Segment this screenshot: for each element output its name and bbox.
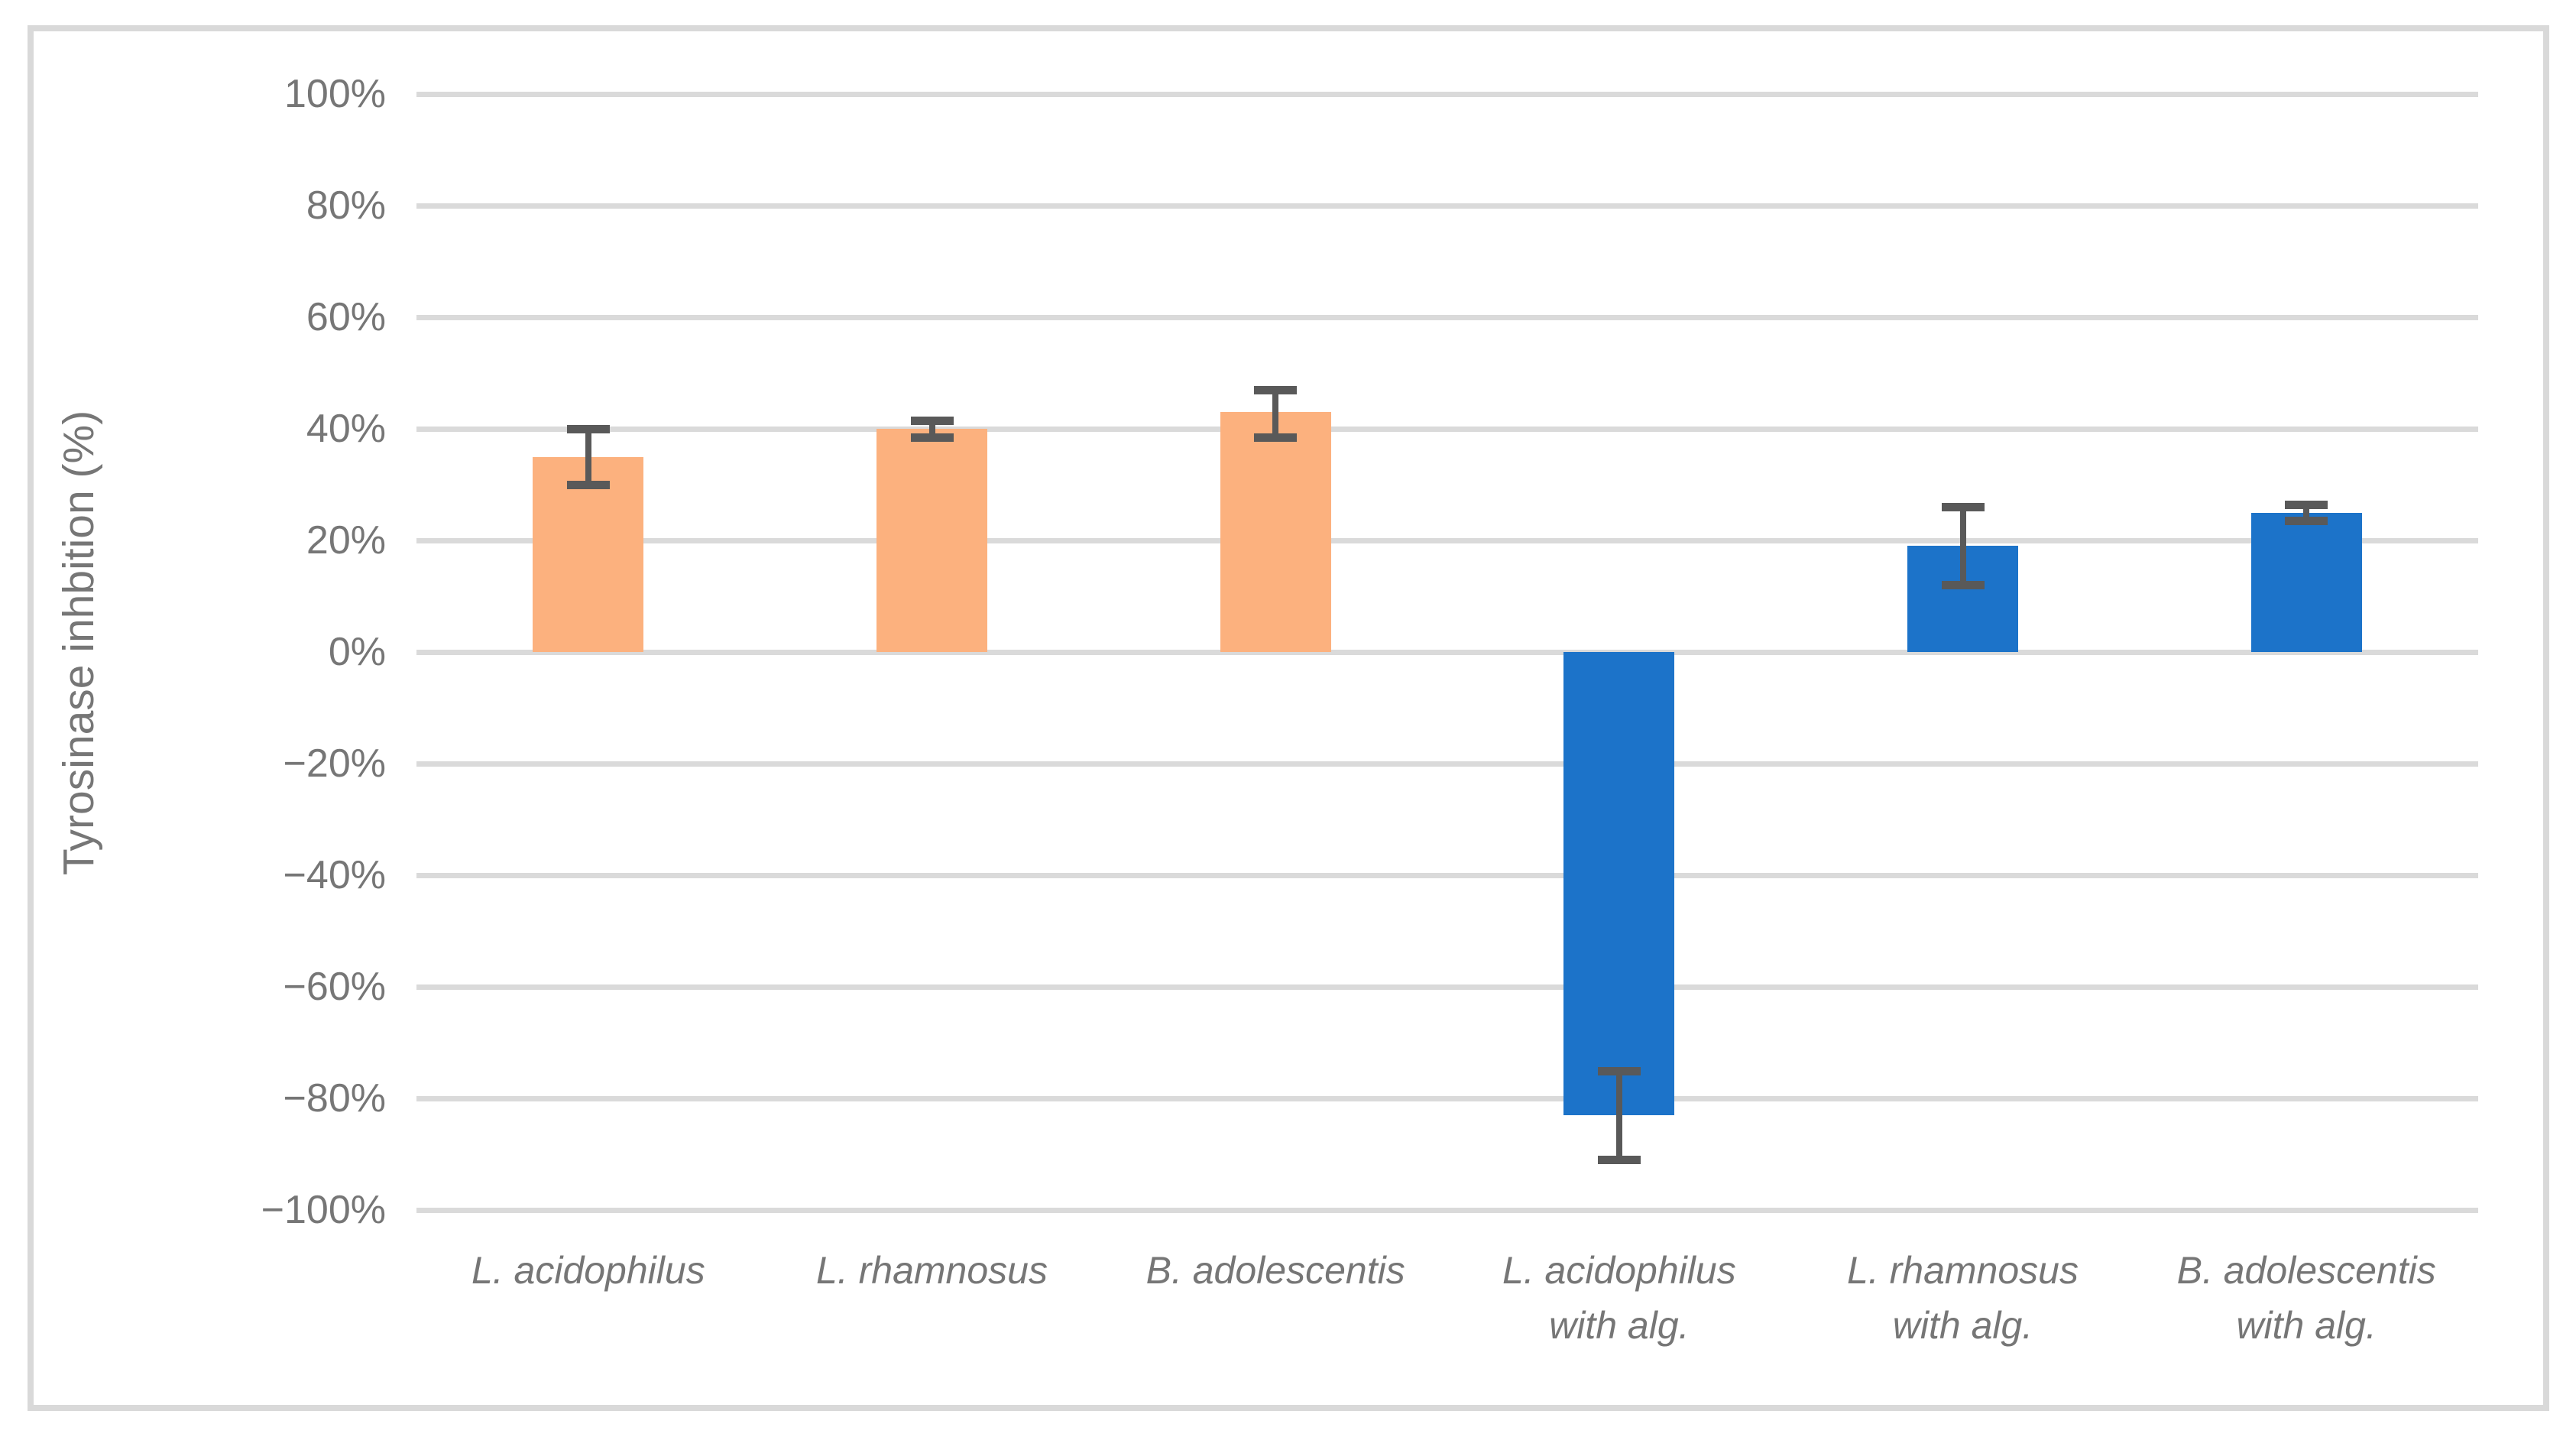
gridline [416, 1096, 2478, 1101]
error-bar-cap [2285, 517, 2328, 526]
error-bar-cap [1254, 385, 1298, 394]
gridline [416, 873, 2478, 878]
bar-l-acidophilus-with-alg [1563, 652, 1675, 1115]
error-bar-cap [1597, 1156, 1641, 1165]
error-bar-cap [1597, 1066, 1641, 1075]
chart-frame: Tyrosinase inhbition (%) 100% 80% 60% 40% 20… [28, 25, 2549, 1411]
gridline [416, 203, 2478, 209]
bar-l-acidophilus [533, 456, 644, 652]
y-tick-label: 0% [328, 630, 386, 674]
error-bar-cap [1941, 581, 1985, 590]
error-bar-cap [910, 433, 954, 442]
gridline [416, 427, 2478, 432]
x-category-label: B. adolescentis with alg. [2176, 1249, 2436, 1347]
error-bar-cap [566, 425, 610, 433]
y-tick-label: 100% [284, 72, 386, 116]
error-bar-cap [1941, 503, 1985, 512]
y-tick-label: 80% [306, 183, 386, 228]
error-bar-cap [1254, 433, 1298, 442]
error-bar [1272, 389, 1279, 437]
error-bar [1959, 507, 1966, 586]
gridline [416, 538, 2478, 543]
gridline [416, 984, 2478, 990]
gridline [416, 650, 2478, 655]
error-bar [2303, 504, 2310, 521]
x-category-label: L. rhamnosus [816, 1249, 1048, 1292]
y-tick-label: −100% [261, 1188, 386, 1232]
gridline [416, 315, 2478, 320]
error-bar [585, 429, 591, 485]
error-bar [928, 420, 935, 437]
y-tick-label: −80% [283, 1076, 386, 1121]
plot-area: Tyrosinase inhbition (%) 100% 80% 60% 40% 20… [34, 31, 2543, 1405]
gridline [416, 761, 2478, 767]
error-bar-cap [910, 417, 954, 426]
y-tick-label: −20% [283, 741, 386, 786]
gridline [416, 1208, 2478, 1213]
bar-b-adolescentis-with-alg [2250, 512, 2362, 652]
error-bar-cap [2285, 500, 2328, 509]
error-bar [1615, 1070, 1622, 1160]
x-category-label: L. acidophilus [471, 1249, 705, 1292]
y-tick-label: 40% [306, 407, 386, 451]
bar-l-rhamnosus [876, 429, 987, 652]
x-category-label: L. rhamnosus with alg. [1847, 1249, 2079, 1347]
gridline [416, 92, 2478, 97]
bar-b-adolescentis [1220, 412, 1331, 652]
y-tick-label: −40% [283, 853, 386, 897]
y-tick-label: −60% [283, 965, 386, 1009]
x-category-label: B. adolescentis [1145, 1249, 1405, 1292]
error-bar-cap [566, 481, 610, 489]
y-tick-label: 20% [306, 518, 386, 563]
y-tick-label: 60% [306, 295, 386, 339]
x-category-label: L. acidophilus with alg. [1502, 1249, 1736, 1347]
